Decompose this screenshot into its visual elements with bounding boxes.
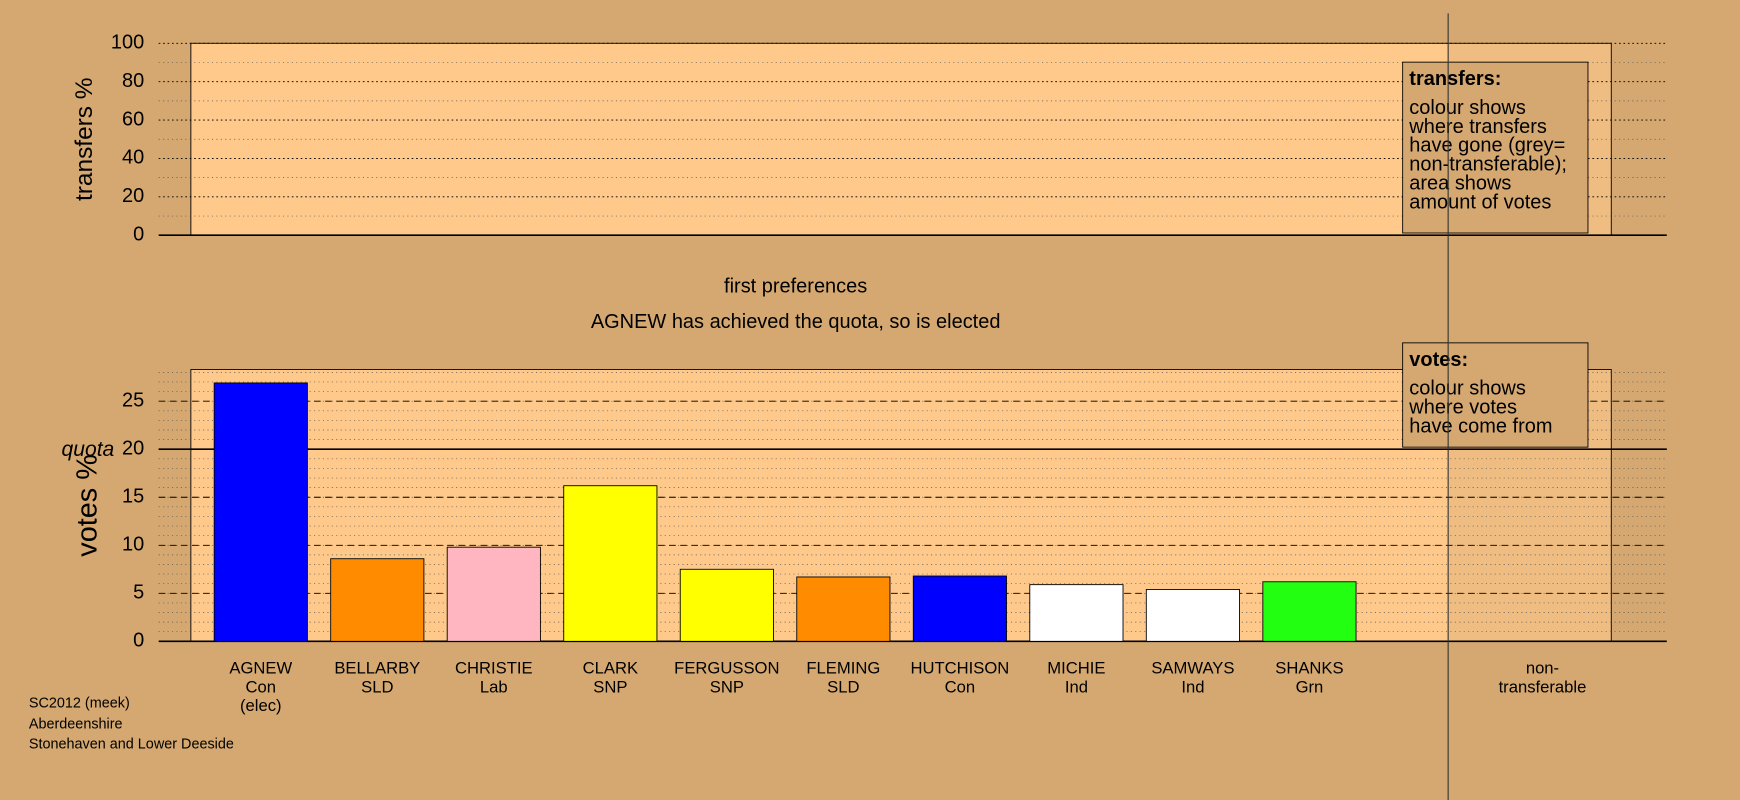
x-tick-label: SLD	[361, 677, 393, 696]
x-tick-label: Ind	[1181, 677, 1204, 696]
y-axis-label: votes %	[71, 454, 103, 557]
y-axis-label: transfers %	[71, 78, 98, 201]
legend-text: colour shows	[1409, 378, 1526, 400]
y-tick-label: 100	[111, 32, 144, 54]
legend-text: area shows	[1409, 172, 1511, 194]
y-tick-label: 40	[122, 147, 144, 169]
legend-title: votes:	[1409, 349, 1468, 371]
y-tick-label: 0	[133, 224, 144, 246]
legend-title: transfers:	[1409, 68, 1501, 90]
legend-text: where votes	[1408, 397, 1517, 419]
x-tick-label: CHRISTIE	[455, 658, 533, 677]
legend-box	[1402, 342, 1589, 448]
legend-text: where transfers	[1408, 116, 1547, 138]
x-tick-label: Grn	[1296, 677, 1324, 696]
y-tick-label: 0	[133, 630, 144, 652]
x-tick-label: MICHIE	[1047, 658, 1105, 677]
y-tick-label: 20	[122, 437, 144, 459]
y-tick-label: 15	[122, 486, 144, 508]
legend-text: amount of votes	[1409, 191, 1551, 213]
x-tick-label: BELLARBY	[334, 658, 420, 677]
title: first preferences	[724, 276, 867, 298]
bar	[330, 558, 425, 642]
legend-text: colour shows	[1409, 97, 1526, 119]
x-tick-label: AGNEW	[229, 658, 292, 677]
bar	[796, 576, 891, 642]
bar	[1029, 584, 1124, 642]
x-tick-label: Ind	[1065, 677, 1088, 696]
bar	[1145, 589, 1240, 642]
bar	[679, 568, 774, 642]
x-tick-label: FLEMING	[806, 658, 880, 677]
legend-text: have come from	[1409, 415, 1552, 437]
x-tick-label: SAMWAYS	[1151, 658, 1234, 677]
annotation: (elec)	[240, 696, 282, 715]
bar	[213, 382, 308, 642]
subtitle: AGNEW has achieved the quota, so is elec…	[591, 311, 1001, 333]
y-tick-label: 80	[122, 70, 144, 92]
y-tick-label: 5	[133, 582, 144, 604]
x-tick-label: HUTCHISON	[910, 658, 1009, 677]
x-tick-label: Con	[246, 677, 277, 696]
x-tick-label: SLD	[827, 677, 859, 696]
bar	[1262, 581, 1357, 642]
x-tick-label: FERGUSSON	[674, 658, 779, 677]
footer: Stonehaven and Lower Deeside	[29, 736, 234, 752]
x-tick-label: transferable	[1499, 677, 1587, 696]
x-tick-label: SNP	[593, 677, 627, 696]
x-tick-label: Lab	[480, 677, 508, 696]
plot-area	[190, 369, 1612, 642]
bar	[563, 485, 658, 642]
footer: SC2012 (meek)	[29, 695, 130, 711]
x-tick-label: CLARK	[583, 658, 638, 677]
legend-text: non-transferable);	[1409, 154, 1567, 176]
y-tick-label: 10	[122, 534, 144, 556]
quota-label: quota	[62, 438, 115, 461]
x-tick-label: SNP	[710, 677, 744, 696]
y-tick-label: 25	[122, 389, 144, 411]
bar	[912, 575, 1007, 642]
x-tick-label: SHANKS	[1275, 658, 1343, 677]
y-tick-label: 20	[122, 185, 144, 207]
bar	[446, 546, 541, 642]
y-tick-label: 60	[122, 108, 144, 130]
legend-box	[1402, 61, 1589, 234]
x-tick-label: non-	[1526, 658, 1559, 677]
footer: Aberdeenshire	[29, 716, 123, 732]
x-tick-label: Con	[945, 677, 976, 696]
